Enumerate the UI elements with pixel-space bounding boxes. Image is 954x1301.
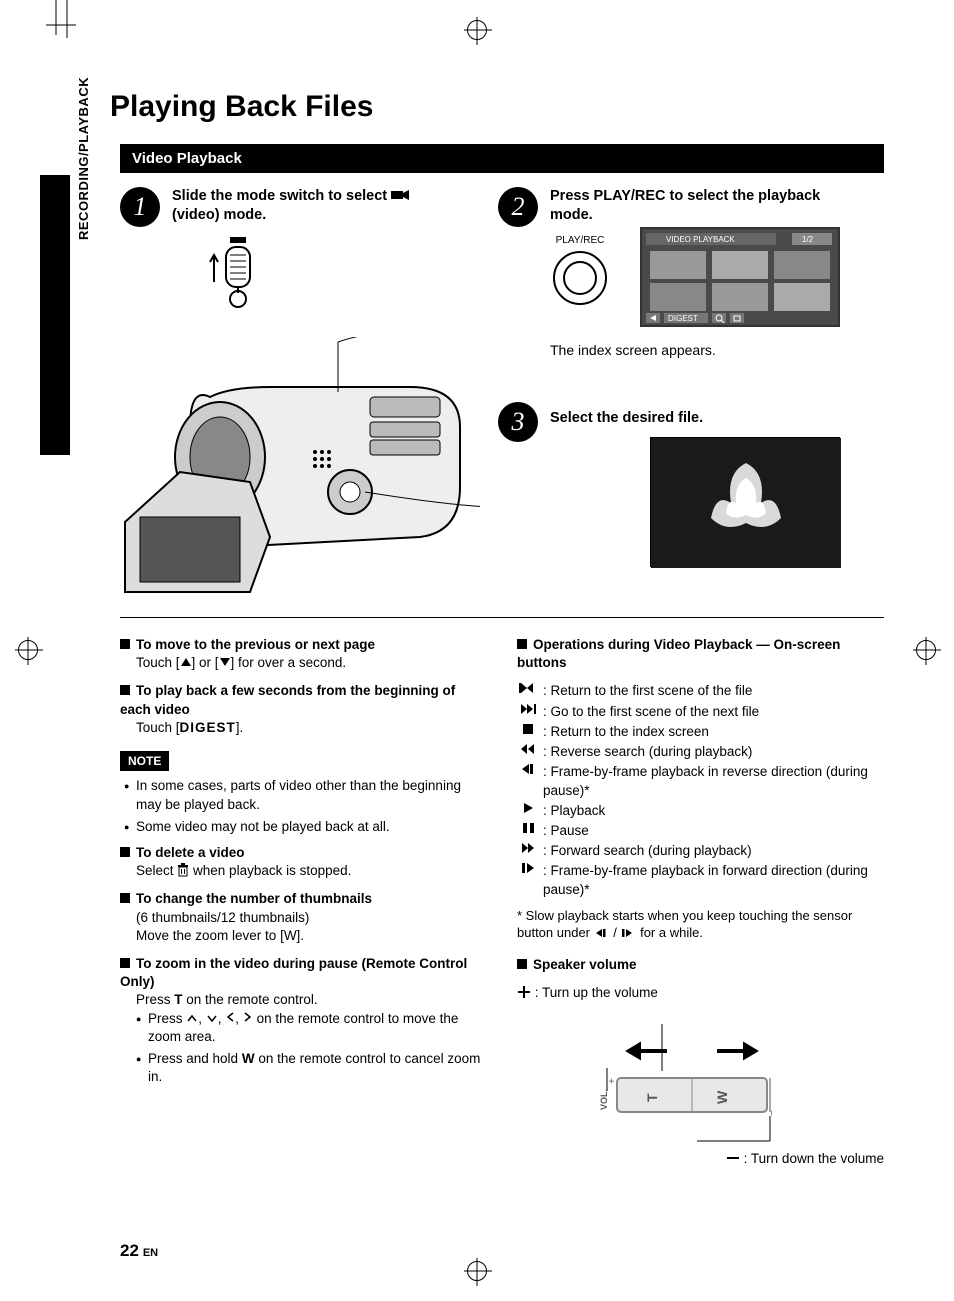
side-label: RECORDING/PLAYBACK <box>76 77 91 240</box>
stop-icon <box>519 723 543 741</box>
zoom-body: Press T on the remote control. <box>136 991 487 1009</box>
zoom-sub1: Press , , , on the remote control to mov… <box>136 1010 487 1046</box>
op-text: Reverse search (during playback) <box>551 744 753 759</box>
mode-switch-diagram <box>200 237 270 327</box>
step-3-text: Select the desired file. <box>550 409 810 428</box>
registration-mark-left <box>18 640 38 660</box>
trash-icon <box>177 863 189 877</box>
step-1-text: Slide the mode switch to select (video) … <box>172 187 432 225</box>
registration-mark-right <box>916 640 936 660</box>
divider <box>120 617 884 618</box>
note-label: NOTE <box>120 751 169 771</box>
step-2-text: Press PLAY/REC to select the playback mo… <box>550 187 830 225</box>
svg-text:T: T <box>644 1093 660 1102</box>
step-1-number: 1 <box>120 187 160 227</box>
delete-head: To delete a video <box>136 845 245 860</box>
op-text: Forward search (during playback) <box>551 843 752 858</box>
thumbs-sub: (6 thumbnails/12 thumbnails) <box>136 909 487 927</box>
chevron-up-icon <box>186 1013 198 1023</box>
op-text: Return to the index screen <box>551 724 709 739</box>
note-list: In some cases, parts of video other than… <box>124 777 487 836</box>
chevron-right-icon <box>243 1011 253 1023</box>
ops-list: : Return to the first scene of the file … <box>519 682 884 898</box>
crop-mark-tl2 <box>66 0 76 55</box>
zoom-head: To zoom in the video during pause (Remot… <box>120 956 467 989</box>
play-rec-button-diagram: PLAY/REC <box>550 235 610 308</box>
fast-forward-icon <box>519 842 543 860</box>
selected-file-preview <box>650 437 840 567</box>
bullet-square-icon <box>517 639 527 649</box>
play-few-body: Touch [DIGEST]. <box>136 719 487 737</box>
digest-label: DIGEST <box>180 720 236 735</box>
play-rec-label: PLAY/REC <box>550 235 610 246</box>
registration-mark-top <box>467 20 487 40</box>
move-page-body: Touch [] or [] for over a second. <box>136 654 487 672</box>
bullet-square-icon <box>120 639 130 649</box>
rewind-icon <box>519 743 543 761</box>
svg-text:W: W <box>714 1090 730 1104</box>
chevron-down-icon <box>206 1013 218 1023</box>
volume-diagram: VOL. + T W − <box>567 1016 787 1156</box>
pause-icon <box>519 822 543 840</box>
note-item: Some video may not be played back at all… <box>124 818 487 836</box>
op-text: Go to the first scene of the next file <box>551 704 760 719</box>
svg-text:+: + <box>607 1078 618 1084</box>
bullet-square-icon <box>120 685 130 695</box>
chevron-left-icon <box>225 1011 235 1023</box>
right-column: Operations during Video Playback — On-sc… <box>517 636 884 1169</box>
camcorder-diagram <box>120 337 480 597</box>
svg-text:−: − <box>767 1110 778 1116</box>
bullet-square-icon <box>120 958 130 968</box>
frame-reverse-icon <box>594 928 610 938</box>
section-header: Video Playback <box>120 144 884 173</box>
svg-text:1/2: 1/2 <box>802 235 814 244</box>
op-text: Frame-by-frame playback in forward direc… <box>543 863 868 896</box>
step-1-text-b: (video) mode. <box>172 207 266 223</box>
bullet-square-icon <box>517 959 527 969</box>
triangle-down-icon <box>219 657 231 667</box>
skip-next-icon <box>519 703 543 721</box>
play-few-head: To play back a few seconds from the begi… <box>120 683 455 716</box>
play-icon <box>519 802 543 820</box>
op-text: Playback <box>551 803 606 818</box>
step-1-text-a: Slide the mode switch to select <box>172 188 391 204</box>
registration-mark-bottom <box>467 1261 487 1281</box>
speaker-head: Speaker volume <box>533 957 637 972</box>
video-mode-icon <box>391 189 409 201</box>
svg-text:DIGEST: DIGEST <box>668 314 698 323</box>
op-text: Return to the first scene of the file <box>551 683 753 698</box>
page-title: Playing Back Files <box>110 90 884 124</box>
frame-forward-icon <box>620 928 636 938</box>
bullet-square-icon <box>120 847 130 857</box>
left-column: To move to the previous or next page Tou… <box>120 636 487 1169</box>
op-text: Frame-by-frame playback in reverse direc… <box>543 764 868 797</box>
thumbs-body: Move the zoom lever to [W]. <box>136 927 487 945</box>
skip-prev-icon <box>519 682 543 700</box>
step-2-subtext: The index screen appears. <box>550 342 716 358</box>
index-screen-preview: VIDEO PLAYBACK 1/2 DIGEST <box>640 227 840 327</box>
asterisk-note: * Slow playback starts when you keep tou… <box>517 907 884 942</box>
note-item: In some cases, parts of video other than… <box>124 777 487 813</box>
triangle-up-icon <box>180 657 192 667</box>
bullet-square-icon <box>120 893 130 903</box>
thumbs-head: To change the number of thumbnails <box>136 891 372 906</box>
steps-area: 1 Slide the mode switch to select (video… <box>120 187 884 617</box>
move-page-head: To move to the previous or next page <box>136 637 375 652</box>
step-2-number: 2 <box>498 187 538 227</box>
svg-text:VOL.: VOL. <box>599 1089 609 1110</box>
op-text: Pause <box>551 823 589 838</box>
side-tab <box>40 175 70 455</box>
delete-body: Select when playback is stopped. <box>136 862 487 880</box>
frame-reverse-icon <box>519 763 543 799</box>
vol-up-row: : Turn up the volume <box>517 984 884 1002</box>
ops-head: Operations during Video Playback — On-sc… <box>517 637 840 670</box>
page-number: 22 EN <box>120 1241 158 1261</box>
plus-icon <box>517 985 531 999</box>
step-3-number: 3 <box>498 402 538 442</box>
frame-forward-icon <box>519 862 543 898</box>
screen-title-text: VIDEO PLAYBACK <box>666 235 735 244</box>
zoom-sub2: Press and hold W on the remote control t… <box>136 1050 487 1086</box>
